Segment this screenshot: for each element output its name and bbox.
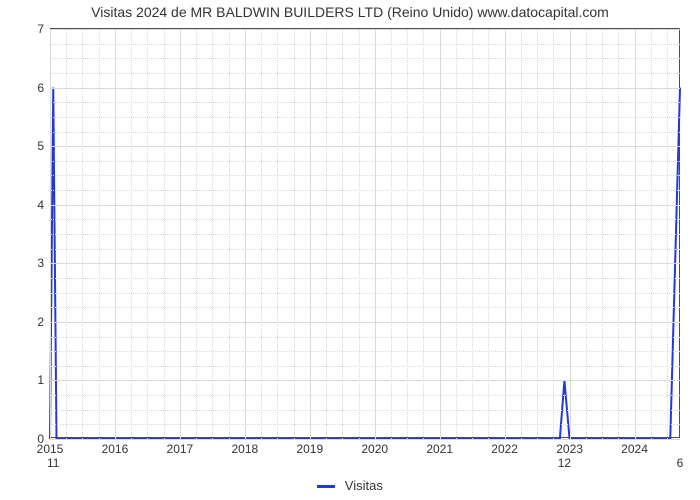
- y-tick-label: 2: [37, 315, 50, 329]
- hover-value-label: 12: [558, 438, 571, 470]
- y-minor-gridline: [50, 175, 680, 176]
- y-minor-gridline: [50, 44, 680, 45]
- y-minor-gridline: [50, 278, 680, 279]
- y-major-gridline: [50, 380, 680, 381]
- y-major-gridline: [50, 29, 680, 30]
- y-minor-gridline: [50, 249, 680, 250]
- y-major-gridline: [50, 146, 680, 147]
- chart-title: Visitas 2024 de MR BALDWIN BUILDERS LTD …: [0, 4, 700, 20]
- y-minor-gridline: [50, 366, 680, 367]
- x-tick-label: 2017: [167, 438, 194, 456]
- y-minor-gridline: [50, 117, 680, 118]
- visits-chart: Visitas 2024 de MR BALDWIN BUILDERS LTD …: [0, 0, 700, 500]
- y-major-gridline: [50, 322, 680, 323]
- y-tick-label: 6: [37, 81, 50, 95]
- y-minor-gridline: [50, 293, 680, 294]
- y-minor-gridline: [50, 73, 680, 74]
- y-minor-gridline: [50, 395, 680, 396]
- y-minor-gridline: [50, 58, 680, 59]
- hover-value-label: 11: [47, 438, 59, 470]
- plot-area: 2015201620172018201920202021202220232024…: [50, 28, 680, 438]
- legend-label: Visitas: [345, 478, 383, 493]
- x-tick-label: 2024: [621, 438, 648, 456]
- x-tick-label: 2019: [296, 438, 323, 456]
- y-major-gridline: [50, 205, 680, 206]
- x-tick-label: 2016: [102, 438, 129, 456]
- x-tick-label: 2021: [426, 438, 453, 456]
- y-minor-gridline: [50, 424, 680, 425]
- y-tick-label: 1: [37, 373, 50, 387]
- y-minor-gridline: [50, 337, 680, 338]
- y-minor-gridline: [50, 102, 680, 103]
- y-minor-gridline: [50, 190, 680, 191]
- y-minor-gridline: [50, 410, 680, 411]
- x-tick-label: 2020: [361, 438, 388, 456]
- legend-swatch: [317, 485, 335, 488]
- y-minor-gridline: [50, 161, 680, 162]
- y-major-gridline: [50, 263, 680, 264]
- x-tick-label: 2022: [491, 438, 518, 456]
- y-major-gridline: [50, 88, 680, 89]
- y-tick-label: 3: [37, 256, 50, 270]
- legend-item-visitas: Visitas: [317, 478, 383, 493]
- y-minor-gridline: [50, 132, 680, 133]
- x-tick-label: 2018: [231, 438, 258, 456]
- y-minor-gridline: [50, 219, 680, 220]
- y-tick-label: 5: [37, 139, 50, 153]
- y-major-gridline: [50, 439, 680, 440]
- legend: Visitas: [0, 478, 700, 493]
- y-minor-gridline: [50, 234, 680, 235]
- y-minor-gridline: [50, 307, 680, 308]
- y-tick-label: 7: [37, 22, 50, 36]
- hover-value-label: 6: [677, 438, 684, 470]
- y-minor-gridline: [50, 351, 680, 352]
- y-tick-label: 4: [37, 198, 50, 212]
